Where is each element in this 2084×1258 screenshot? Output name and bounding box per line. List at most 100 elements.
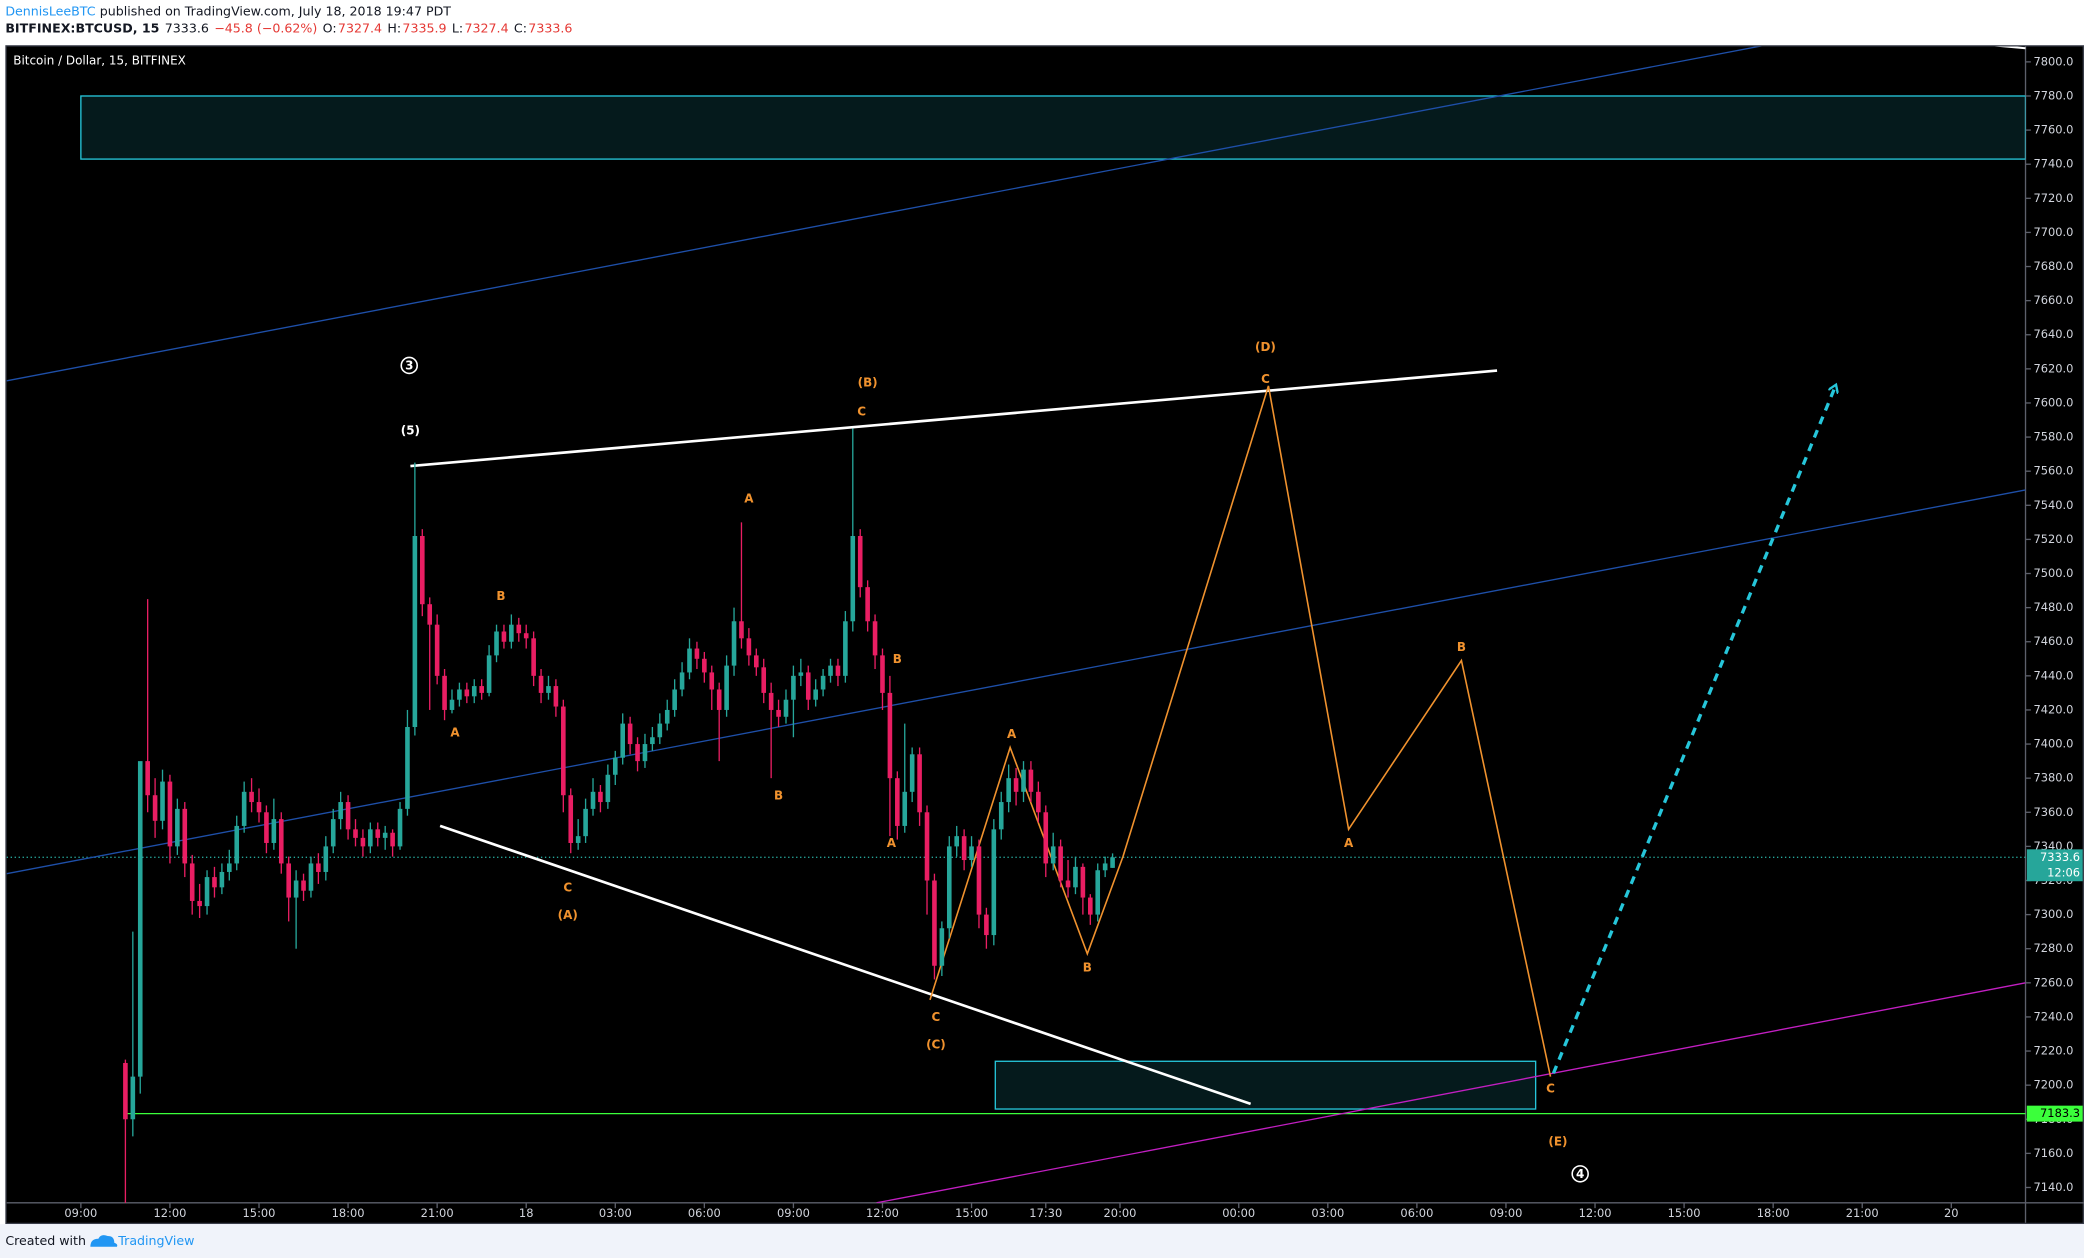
candle-body xyxy=(917,754,922,813)
candle-body xyxy=(805,672,811,700)
candle-body xyxy=(1110,857,1115,868)
x-tick-label: 12:00 xyxy=(866,1206,899,1220)
candle-body xyxy=(939,928,945,966)
candle-body xyxy=(175,808,180,847)
candle-body xyxy=(991,829,997,936)
tradingview-logo[interactable] xyxy=(90,1235,118,1247)
x-tick-label: 18:00 xyxy=(332,1206,365,1220)
wave-label: (E) xyxy=(1548,1135,1567,1149)
candle-body xyxy=(561,706,566,796)
candle-body xyxy=(850,535,856,622)
candle-body xyxy=(776,709,781,717)
y-tick-label: 7480.0 xyxy=(2033,600,2073,614)
candle-body xyxy=(523,633,529,639)
chart-title: Bitcoin / Dollar, 15, BITFINEX xyxy=(13,54,186,68)
candle-body xyxy=(227,863,232,872)
candle-body xyxy=(1058,846,1063,881)
candle-body xyxy=(368,829,373,847)
y-tick-label: 7680.0 xyxy=(2033,259,2073,273)
candle-body xyxy=(189,863,195,901)
candle-body xyxy=(553,686,559,707)
candle-body xyxy=(969,846,974,861)
y-tick-label: 7160.0 xyxy=(2033,1146,2073,1160)
candle-body xyxy=(353,829,358,838)
candle-body xyxy=(932,880,937,966)
candle-body xyxy=(902,791,908,826)
candle-body xyxy=(1036,791,1041,813)
candle-body xyxy=(182,808,188,864)
y-tick-label: 7260.0 xyxy=(2033,975,2073,989)
candle-body xyxy=(145,761,150,796)
candle-body xyxy=(382,832,388,838)
ohlc-label: L: xyxy=(452,21,463,36)
author-link[interactable]: DennisLeeBTC xyxy=(5,3,95,18)
ohlc-value: 7335.9 xyxy=(402,21,446,36)
candle-body xyxy=(865,587,870,622)
candle-body xyxy=(412,535,418,728)
last-price: 7333.6 xyxy=(165,21,209,36)
y-tick-label: 7660.0 xyxy=(2033,293,2073,307)
wave-label: B xyxy=(1457,640,1466,654)
y-tick-label: 7760.0 xyxy=(2033,123,2073,137)
ohlc-label: H: xyxy=(387,21,401,36)
candle-body xyxy=(954,836,960,847)
candle-body xyxy=(249,791,254,803)
y-tick-label: 7580.0 xyxy=(2033,430,2073,444)
level-tag xyxy=(2026,1105,2083,1122)
x-tick-label: 00:00 xyxy=(1222,1206,1255,1220)
candle-body xyxy=(635,744,640,762)
candle-body xyxy=(427,604,433,625)
wave-label: A xyxy=(1007,727,1017,741)
x-tick-label: 09:00 xyxy=(777,1206,810,1220)
wave-label: B xyxy=(893,652,902,666)
candle-body xyxy=(895,778,900,826)
wave-label: A xyxy=(887,836,897,850)
wave-label: (A) xyxy=(558,908,578,922)
candle-body xyxy=(791,675,796,700)
wave-label: B xyxy=(774,788,783,802)
candle-body xyxy=(531,638,536,676)
candle-body xyxy=(316,863,321,872)
candle-body xyxy=(1080,866,1086,898)
x-tick-label: 12:00 xyxy=(1579,1206,1612,1220)
wave-label: B xyxy=(1083,961,1092,975)
published-text: published on TradingView.com, July 18, 2… xyxy=(100,3,452,18)
candle-body xyxy=(449,699,455,710)
wave-circle xyxy=(400,356,419,375)
wave-label: C xyxy=(1546,1082,1555,1096)
candle-body xyxy=(494,631,499,656)
y-tick-label: 7380.0 xyxy=(2033,771,2073,785)
ohlc-value: 7327.4 xyxy=(338,21,382,36)
candle-body xyxy=(241,791,247,826)
candle-body xyxy=(872,621,878,656)
candle-body xyxy=(880,655,885,693)
y-tick-label: 7780.0 xyxy=(2033,88,2073,102)
candle-body xyxy=(709,672,715,690)
zone-rect xyxy=(994,1060,1537,1110)
candle-body xyxy=(998,802,1004,830)
candle-body xyxy=(1013,778,1019,792)
y-tick-label: 7620.0 xyxy=(2033,361,2073,375)
x-tick-label: 15:00 xyxy=(955,1206,988,1220)
candle-body xyxy=(694,648,700,659)
candle-body xyxy=(278,819,284,864)
candle-body xyxy=(739,621,744,639)
candle-body xyxy=(264,812,269,843)
candle-body xyxy=(650,737,655,745)
y-tick-label: 7220.0 xyxy=(2033,1044,2073,1058)
candle-body xyxy=(167,781,173,847)
candle-body xyxy=(323,846,329,872)
x-tick-label: 06:00 xyxy=(1400,1206,1433,1220)
x-tick-label: 18:00 xyxy=(1757,1206,1790,1220)
wave-label: C xyxy=(857,405,866,419)
candle-body xyxy=(924,812,930,881)
candle-body xyxy=(375,829,381,838)
candle-body xyxy=(130,1076,136,1120)
footer-brand[interactable]: TradingView xyxy=(117,1233,194,1248)
zone-rect xyxy=(80,95,2026,160)
candle-body xyxy=(1028,769,1034,792)
candle-body xyxy=(627,723,633,745)
plot-area: 3 (5) (B) C A B A C (A) B B A A B C (C) (D) C A B C (E) 4 xyxy=(6,46,2026,1203)
candle-body xyxy=(702,658,707,673)
